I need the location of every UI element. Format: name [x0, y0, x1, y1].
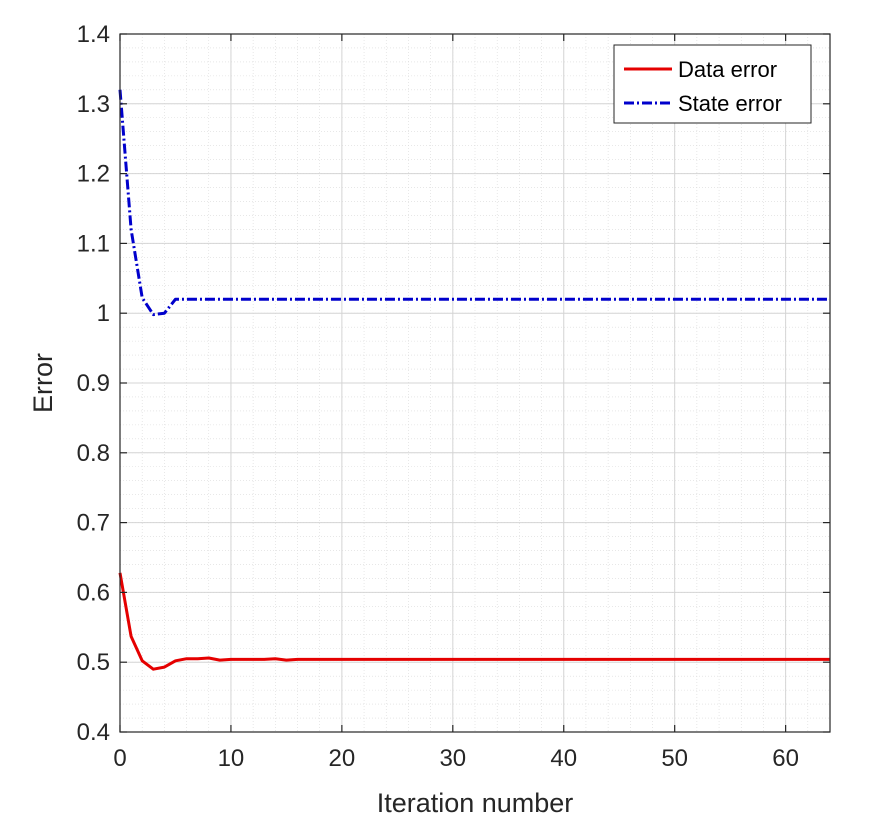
series-line-1 [118, 572, 830, 671]
y-tick-label: 0.6 [77, 579, 110, 606]
series-line-2 [118, 89, 830, 317]
plot-area [118, 89, 830, 671]
legend-label-2: State error [678, 91, 782, 116]
x-tick-label: 40 [550, 745, 577, 772]
x-tick-label: 50 [661, 745, 688, 772]
y-tick-label: 0.8 [77, 440, 110, 467]
grid [119, 33, 831, 733]
y-tick-label: 1 [97, 300, 110, 327]
y-tick-label: 0.5 [77, 649, 110, 676]
y-tick-label: 1.3 [77, 91, 110, 118]
y-tick-label: 1.4 [77, 21, 110, 48]
x-tick-label: 30 [439, 745, 466, 772]
y-tick-label: 0.4 [77, 719, 110, 746]
y-tick-label: 0.9 [77, 370, 110, 397]
x-tick-label: 10 [218, 745, 245, 772]
legend-box [613, 44, 812, 124]
y-tick-label: 0.7 [77, 510, 110, 537]
y-axis-title: Error [28, 353, 58, 413]
axes [119, 33, 831, 733]
legend: Data error State error [613, 44, 812, 124]
y-tick-label: 1.1 [77, 230, 110, 257]
tick-labels: 0 10 20 30 40 50 60 0.4 0.5 0.6 0.7 0.8 0.9 1 1.1 1.2 1.… [77, 21, 799, 772]
y-tick-label: 1.2 [77, 161, 110, 188]
x-axis-title: Iteration number [377, 788, 574, 818]
x-tick-label: 60 [772, 745, 799, 772]
legend-label-1: Data error [678, 57, 777, 82]
x-tick-label: 20 [329, 745, 356, 772]
x-tick-label: 0 [113, 745, 126, 772]
